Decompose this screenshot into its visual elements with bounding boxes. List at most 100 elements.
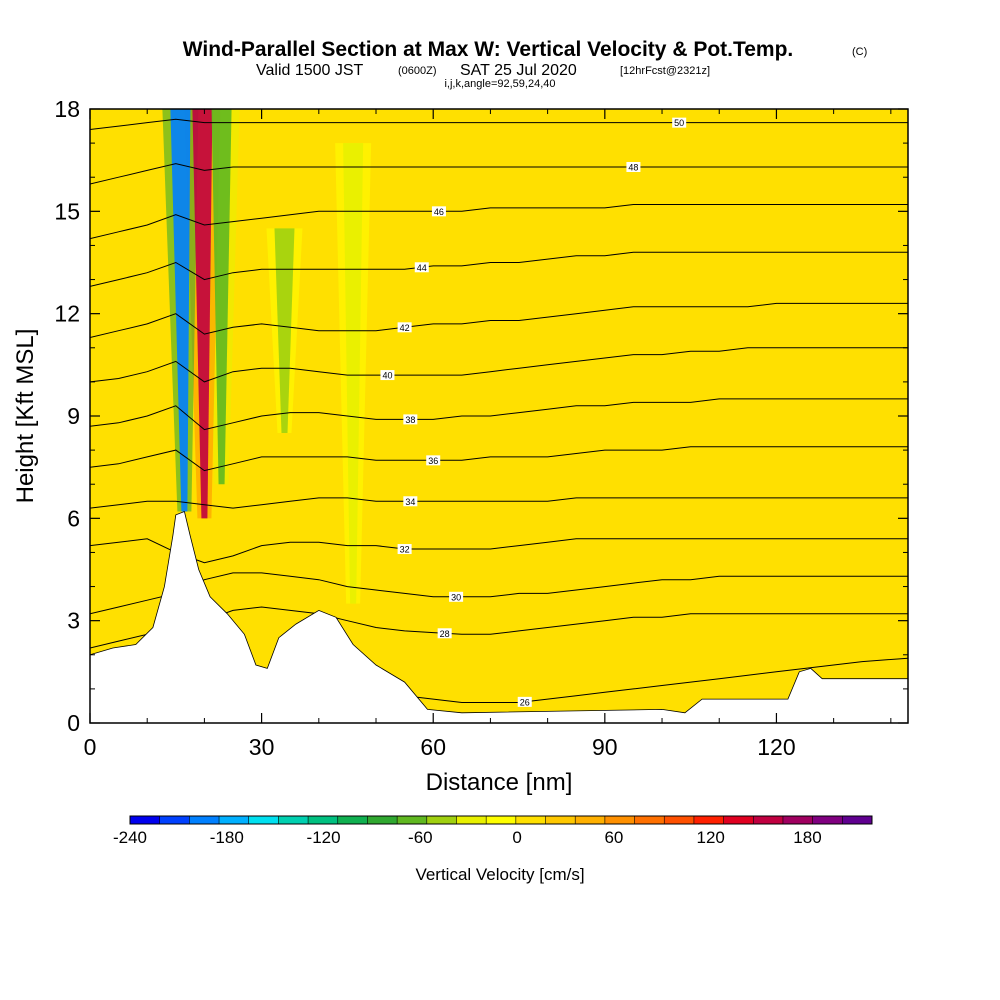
- terrain-profile: [90, 510, 908, 723]
- contour-label-50: 50: [672, 117, 687, 128]
- contour-label-bg: [403, 496, 418, 507]
- colorbar-swatch: [782, 816, 814, 824]
- chart-title-units: (C): [852, 46, 867, 58]
- colorbar-frame: [129, 815, 873, 825]
- x-tick-label: 120: [757, 734, 795, 760]
- velocity-feature-1: [192, 109, 213, 519]
- y-tick-label: 0: [67, 710, 80, 736]
- y-tick-label: 3: [67, 608, 80, 634]
- contour-label-text: 26: [520, 697, 530, 707]
- colorbar-tick-label: 120: [697, 828, 725, 847]
- colorbar-title: Vertical Velocity [cm/s]: [415, 865, 584, 884]
- colorbar-swatch: [634, 816, 665, 824]
- contour-line-42: [90, 302, 908, 338]
- zulu-time-label: (0600Z): [398, 65, 437, 77]
- contour-label-bg: [414, 262, 429, 273]
- contour-label-26: 26: [517, 696, 532, 707]
- colorbar-swatch: [575, 816, 606, 824]
- contour-line-38: [90, 398, 908, 431]
- y-tick-label: 18: [54, 96, 80, 122]
- contour-label-34: 34: [403, 496, 418, 507]
- chart-title: Wind-Parallel Section at Max W: Vertical…: [183, 38, 794, 61]
- colorbar-swatch: [604, 816, 636, 824]
- contour-label-bg: [380, 370, 395, 381]
- y-tick-label: 15: [54, 198, 80, 224]
- contour-label-bg: [437, 628, 452, 639]
- velocity-feature-0: [170, 109, 191, 512]
- contour-labels: 26 28 30 32 34 36 38 40 42 44 46 48 50: [380, 117, 687, 707]
- contour-label-42: 42: [397, 322, 412, 333]
- contour-label-text: 46: [434, 207, 444, 217]
- x-tick-label: 0: [84, 734, 97, 760]
- colorbar-swatch: [130, 816, 161, 824]
- contour-label-bg: [626, 161, 641, 172]
- contour-label-text: 30: [451, 592, 461, 602]
- x-tick-label: 30: [249, 734, 275, 760]
- colorbar-swatch: [308, 816, 339, 824]
- x-axis-title: Distance [nm]: [426, 769, 573, 796]
- x-tick-label: 60: [420, 734, 446, 760]
- contour-label-text: 50: [674, 118, 684, 128]
- contour-label-36: 36: [426, 455, 441, 466]
- contour-label-text: 32: [400, 545, 410, 555]
- contour-line-34: [90, 497, 908, 509]
- contour-label-bg: [397, 544, 412, 555]
- grid-indices-label: i,j,k,angle=92,59,24,40: [444, 78, 555, 90]
- contour-line-30: [90, 572, 908, 615]
- contour-label-bg: [449, 591, 464, 602]
- colorbar-swatch: [278, 816, 309, 824]
- colorbar-swatch: [753, 816, 784, 824]
- contour-label-text: 42: [400, 323, 410, 333]
- contour-label-bg: [426, 455, 441, 466]
- velocity-field: [162, 109, 372, 604]
- colorbar-swatch: [545, 816, 576, 824]
- colorbar-swatch: [515, 816, 547, 824]
- forecast-label: [12hrFcst@2321z]: [620, 65, 710, 77]
- y-tick-label: 9: [67, 403, 80, 429]
- colorbar-swatch: [337, 816, 368, 824]
- colorbar-swatch: [456, 816, 487, 824]
- contour-label-text: 28: [440, 629, 450, 639]
- contour-label-bg: [517, 696, 532, 707]
- contour-label-40: 40: [380, 370, 395, 381]
- contour-label-46: 46: [431, 206, 446, 217]
- y-tick-label: 12: [54, 301, 80, 327]
- colorbar: -240 -180 -120 -60 0 60 120 180: [113, 815, 873, 847]
- velocity-feature-3: [274, 228, 295, 434]
- colorbar-tick-label: -240: [113, 828, 147, 847]
- colorbar-swatch: [397, 816, 428, 824]
- contour-label-44: 44: [414, 262, 429, 273]
- colorbar-swatch: [426, 816, 457, 824]
- contour-label-30: 30: [449, 591, 464, 602]
- contour-line-40: [90, 347, 908, 383]
- colorbar-tick-label: -60: [408, 828, 433, 847]
- contour-label-48: 48: [626, 161, 641, 172]
- contour-label-bg: [397, 322, 412, 333]
- contour-line-46: [90, 204, 908, 240]
- y-tick-label: 6: [67, 505, 80, 531]
- colorbar-swatch: [664, 816, 695, 824]
- contour-line-36: [90, 446, 908, 472]
- colorbar-tick-label: 180: [793, 828, 821, 847]
- colorbar-swatch: [842, 816, 873, 824]
- contour-label-text: 40: [382, 371, 392, 381]
- contour-label-text: 48: [628, 162, 638, 172]
- valid-date-label: SAT 25 Jul 2020: [460, 62, 577, 79]
- colorbar-swatch: [486, 816, 517, 824]
- valid-time-label: Valid 1500 JST: [256, 62, 364, 79]
- colorbar-tick-label: -120: [307, 828, 341, 847]
- contour-label-text: 44: [417, 263, 427, 273]
- colorbar-swatch: [189, 816, 220, 824]
- colorbar-swatch: [723, 816, 754, 824]
- contour-line-48: [90, 163, 908, 185]
- contour-label-bg: [403, 414, 418, 425]
- colorbar-swatch: [219, 816, 250, 824]
- contour-label-text: 36: [428, 456, 438, 466]
- colorbar-swatch: [693, 816, 725, 824]
- colorbar-tick-label: 60: [604, 828, 623, 847]
- terrain: [90, 510, 908, 723]
- contour-line-32: [90, 538, 908, 564]
- velocity-feature-2: [211, 109, 232, 485]
- x-tick-label: 90: [592, 734, 618, 760]
